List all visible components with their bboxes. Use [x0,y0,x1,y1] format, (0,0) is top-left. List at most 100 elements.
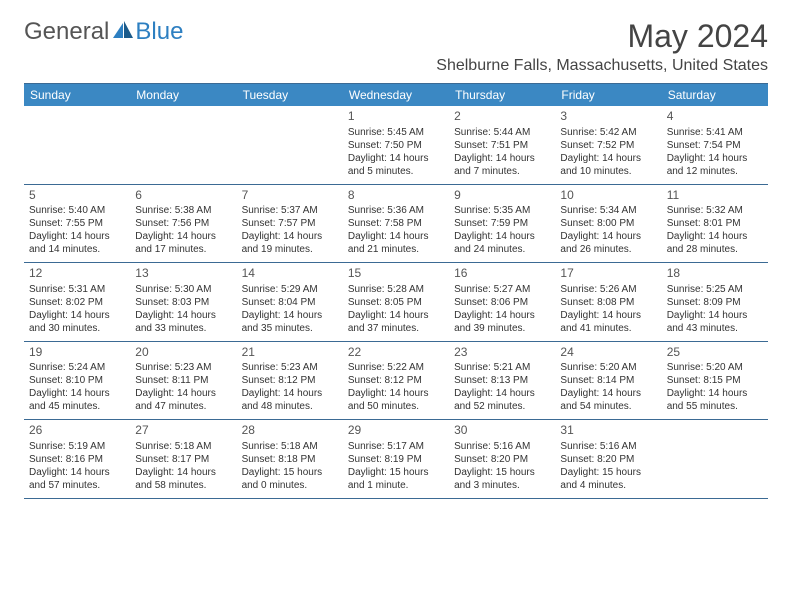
sunset-line: Sunset: 7:54 PM [667,139,763,152]
day-cell: 27Sunrise: 5:18 AMSunset: 8:17 PMDayligh… [130,420,236,498]
daylight-line-1: Daylight: 14 hours [29,466,125,479]
daylight-line-1: Daylight: 14 hours [560,309,656,322]
day-number: 28 [242,423,338,439]
day-cell: 18Sunrise: 5:25 AMSunset: 8:09 PMDayligh… [662,263,768,341]
week-row: 19Sunrise: 5:24 AMSunset: 8:10 PMDayligh… [24,342,768,421]
day-number: 25 [667,345,763,361]
daylight-line-1: Daylight: 14 hours [560,387,656,400]
daylight-line-1: Daylight: 14 hours [454,152,550,165]
day-number: 16 [454,266,550,282]
day-cell: 6Sunrise: 5:38 AMSunset: 7:56 PMDaylight… [130,185,236,263]
day-number: 24 [560,345,656,361]
daylight-line-2: and 58 minutes. [135,479,231,492]
sunset-line: Sunset: 8:02 PM [29,296,125,309]
daylight-line-2: and 37 minutes. [348,322,444,335]
daylight-line-1: Daylight: 14 hours [242,230,338,243]
daylight-line-1: Daylight: 14 hours [135,309,231,322]
sunset-line: Sunset: 8:16 PM [29,453,125,466]
day-cell: 29Sunrise: 5:17 AMSunset: 8:19 PMDayligh… [343,420,449,498]
daylight-line-1: Daylight: 14 hours [454,309,550,322]
weeks-container: 1Sunrise: 5:45 AMSunset: 7:50 PMDaylight… [24,106,768,499]
daylight-line-2: and 47 minutes. [135,400,231,413]
location-text: Shelburne Falls, Massachusetts, United S… [436,57,768,75]
day-number: 2 [454,109,550,125]
sunset-line: Sunset: 7:55 PM [29,217,125,230]
day-cell: 19Sunrise: 5:24 AMSunset: 8:10 PMDayligh… [24,342,130,420]
sunrise-line: Sunrise: 5:44 AM [454,126,550,139]
logo-sail-icon [113,18,135,46]
sunrise-line: Sunrise: 5:42 AM [560,126,656,139]
sunset-line: Sunset: 8:01 PM [667,217,763,230]
day-cell [130,106,236,184]
sunset-line: Sunset: 8:20 PM [454,453,550,466]
day-cell: 20Sunrise: 5:23 AMSunset: 8:11 PMDayligh… [130,342,236,420]
daylight-line-1: Daylight: 14 hours [348,230,444,243]
day-number: 21 [242,345,338,361]
daylight-line-2: and 26 minutes. [560,243,656,256]
sunset-line: Sunset: 7:58 PM [348,217,444,230]
logo-text-1: General [24,18,109,46]
sunset-line: Sunset: 8:12 PM [348,374,444,387]
day-number: 5 [29,188,125,204]
logo: General Blue [24,18,183,46]
sunset-line: Sunset: 7:59 PM [454,217,550,230]
daylight-line-2: and 19 minutes. [242,243,338,256]
day-number: 4 [667,109,763,125]
sunset-line: Sunset: 8:09 PM [667,296,763,309]
day-cell: 23Sunrise: 5:21 AMSunset: 8:13 PMDayligh… [449,342,555,420]
daylight-line-2: and 33 minutes. [135,322,231,335]
daylight-line-1: Daylight: 14 hours [667,230,763,243]
week-row: 12Sunrise: 5:31 AMSunset: 8:02 PMDayligh… [24,263,768,342]
day-cell: 12Sunrise: 5:31 AMSunset: 8:02 PMDayligh… [24,263,130,341]
day-cell: 3Sunrise: 5:42 AMSunset: 7:52 PMDaylight… [555,106,661,184]
day-cell: 10Sunrise: 5:34 AMSunset: 8:00 PMDayligh… [555,185,661,263]
sunrise-line: Sunrise: 5:37 AM [242,204,338,217]
daylight-line-1: Daylight: 14 hours [135,387,231,400]
daylight-line-1: Daylight: 14 hours [667,387,763,400]
day-number: 8 [348,188,444,204]
day-cell: 7Sunrise: 5:37 AMSunset: 7:57 PMDaylight… [237,185,343,263]
daylight-line-2: and 0 minutes. [242,479,338,492]
day-number: 18 [667,266,763,282]
sunrise-line: Sunrise: 5:31 AM [29,283,125,296]
day-cell [662,420,768,498]
sunset-line: Sunset: 8:11 PM [135,374,231,387]
day-cell: 30Sunrise: 5:16 AMSunset: 8:20 PMDayligh… [449,420,555,498]
sunset-line: Sunset: 7:50 PM [348,139,444,152]
daylight-line-1: Daylight: 14 hours [454,230,550,243]
daylight-line-2: and 52 minutes. [454,400,550,413]
daylight-line-2: and 30 minutes. [29,322,125,335]
sunrise-line: Sunrise: 5:32 AM [667,204,763,217]
daylight-line-1: Daylight: 14 hours [667,152,763,165]
day-number: 29 [348,423,444,439]
daylight-line-1: Daylight: 14 hours [242,387,338,400]
day-cell: 2Sunrise: 5:44 AMSunset: 7:51 PMDaylight… [449,106,555,184]
daylight-line-1: Daylight: 14 hours [348,387,444,400]
day-number: 6 [135,188,231,204]
daylight-line-1: Daylight: 14 hours [560,230,656,243]
daylight-line-2: and 24 minutes. [454,243,550,256]
sunset-line: Sunset: 8:06 PM [454,296,550,309]
day-number: 3 [560,109,656,125]
day-cell [24,106,130,184]
day-cell: 26Sunrise: 5:19 AMSunset: 8:16 PMDayligh… [24,420,130,498]
sunset-line: Sunset: 7:51 PM [454,139,550,152]
daylight-line-2: and 55 minutes. [667,400,763,413]
sunset-line: Sunset: 8:04 PM [242,296,338,309]
week-row: 1Sunrise: 5:45 AMSunset: 7:50 PMDaylight… [24,106,768,185]
daylight-line-1: Daylight: 14 hours [29,387,125,400]
daylight-line-2: and 3 minutes. [454,479,550,492]
day-cell: 9Sunrise: 5:35 AMSunset: 7:59 PMDaylight… [449,185,555,263]
day-number: 1 [348,109,444,125]
daylight-line-2: and 35 minutes. [242,322,338,335]
weekday-header-cell: Monday [130,84,236,106]
sunrise-line: Sunrise: 5:40 AM [29,204,125,217]
daylight-line-1: Daylight: 14 hours [29,230,125,243]
sunrise-line: Sunrise: 5:23 AM [242,361,338,374]
day-cell: 5Sunrise: 5:40 AMSunset: 7:55 PMDaylight… [24,185,130,263]
day-number: 31 [560,423,656,439]
daylight-line-1: Daylight: 14 hours [560,152,656,165]
day-number: 9 [454,188,550,204]
daylight-line-2: and 12 minutes. [667,165,763,178]
sunset-line: Sunset: 8:12 PM [242,374,338,387]
